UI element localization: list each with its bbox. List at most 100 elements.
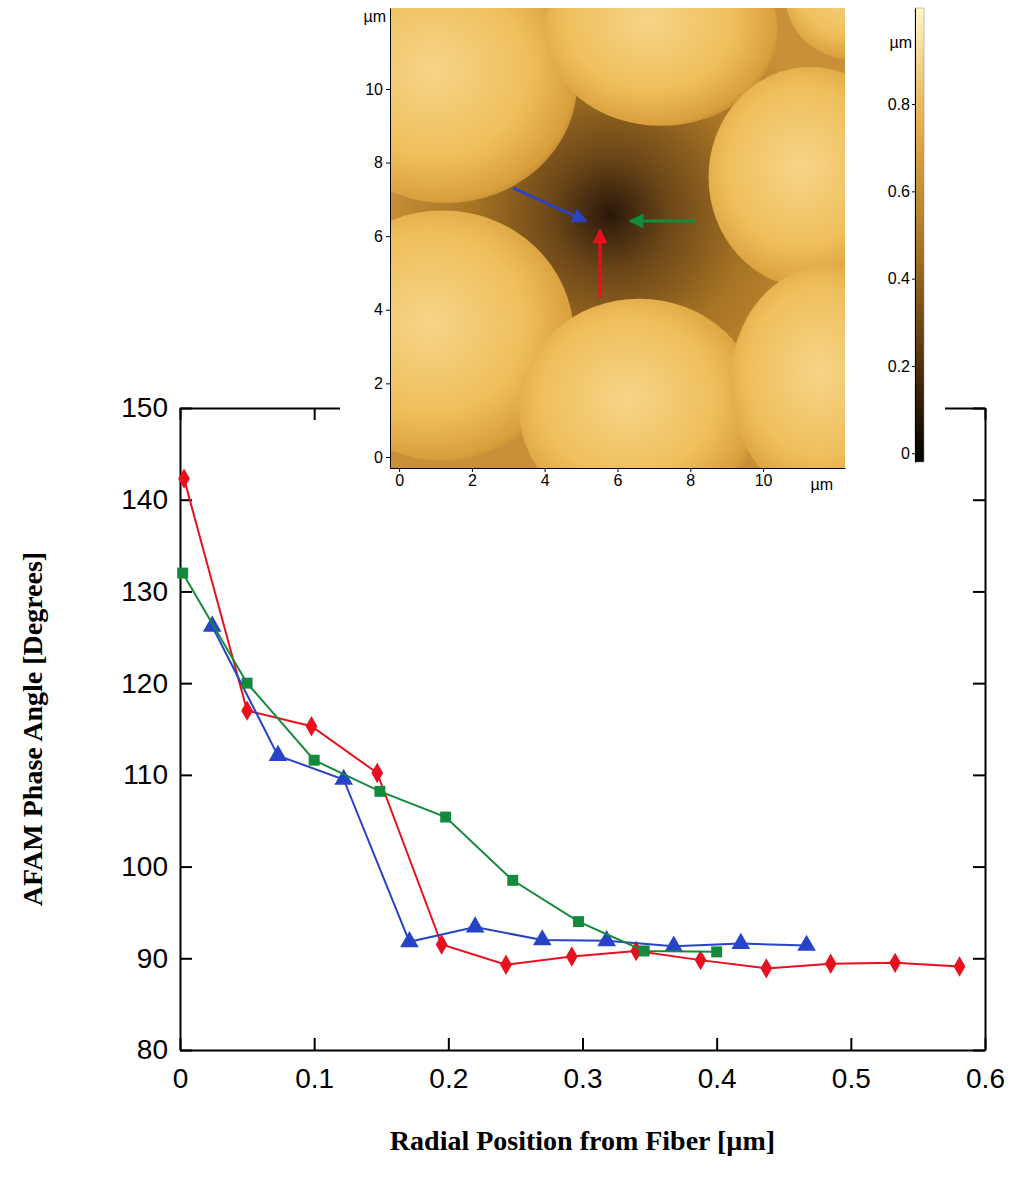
marker xyxy=(178,468,190,488)
marker xyxy=(440,812,451,823)
tick-mark xyxy=(314,1038,316,1050)
tick-label: 140 xyxy=(121,484,168,515)
tick-mark xyxy=(582,1038,584,1050)
x-axis-title: Radial Position from Fiber [µm] xyxy=(390,1125,775,1156)
tick-mark xyxy=(180,866,192,868)
axis-line xyxy=(915,9,916,463)
tick: 0 xyxy=(374,449,390,466)
tick: 10 xyxy=(755,468,773,489)
tick: 6 xyxy=(374,228,390,245)
tick-mark xyxy=(180,591,192,593)
tick: 0 xyxy=(395,468,404,489)
tick: 90 xyxy=(137,943,192,974)
tick-label: 0.1 xyxy=(295,1063,334,1094)
tick: 10 xyxy=(365,81,390,98)
tick-label: 0.5 xyxy=(832,1063,871,1094)
marker xyxy=(711,946,722,957)
tick-mark xyxy=(386,89,390,90)
tick-label: 0.2 xyxy=(429,1063,468,1094)
axis xyxy=(973,409,986,1051)
tick-mark xyxy=(912,366,915,367)
marker xyxy=(436,934,448,954)
marker xyxy=(242,678,253,689)
y-axis-title: AFAM Phase Angle [Degrees] xyxy=(17,552,48,906)
particle xyxy=(730,266,845,468)
tick-mark xyxy=(912,191,915,192)
marker xyxy=(954,956,966,976)
tick-label: 6 xyxy=(374,228,383,245)
marker xyxy=(374,786,385,797)
inset-y-unit: µm xyxy=(363,8,386,25)
tick-mark xyxy=(912,453,915,454)
tick: 130 xyxy=(121,576,192,607)
tick: 120 xyxy=(121,668,192,699)
arrow xyxy=(513,188,586,221)
tick: 0.5 xyxy=(832,1038,871,1094)
axis: 0246810 xyxy=(365,9,390,469)
marker xyxy=(639,945,650,956)
tick-mark xyxy=(973,591,985,593)
tick: 0.3 xyxy=(564,1038,603,1094)
tick-mark xyxy=(180,683,192,685)
tick: 4 xyxy=(541,468,550,489)
tick-label: 90 xyxy=(137,943,168,974)
tick-label: 4 xyxy=(541,472,550,489)
tick: 0 xyxy=(901,445,915,462)
tick-mark xyxy=(180,1050,192,1052)
tick-mark xyxy=(386,310,390,311)
tick: 0.1 xyxy=(295,1038,334,1094)
axis: 8090100110120130140150 xyxy=(121,392,192,1065)
tick-label: 2 xyxy=(468,472,477,489)
tick-mark xyxy=(180,774,192,776)
tick: 140 xyxy=(121,484,192,515)
tick xyxy=(973,867,985,868)
tick-label: 0.6 xyxy=(966,1063,1005,1094)
tick: 8 xyxy=(686,468,695,489)
tick xyxy=(973,683,985,684)
tick-label: 0 xyxy=(173,1063,189,1094)
tick: 80 xyxy=(137,1034,192,1065)
axis: 00.20.40.60.8 xyxy=(888,9,916,463)
chart: 00.10.20.30.40.50.6809010011012013014015… xyxy=(0,0,1022,1198)
marker xyxy=(177,568,188,579)
tick xyxy=(973,1050,985,1051)
marker xyxy=(760,958,772,978)
tick-mark xyxy=(386,163,390,164)
tick: 0.8 xyxy=(888,96,915,113)
tick: 2 xyxy=(468,468,477,489)
axis-line xyxy=(390,9,391,469)
tick-mark xyxy=(973,958,985,960)
tick-label: 0 xyxy=(374,449,383,466)
tick-mark xyxy=(973,774,985,776)
marker xyxy=(664,936,683,952)
inset-x-unit: µm xyxy=(810,476,833,493)
series-line xyxy=(183,573,717,952)
tick-label: 10 xyxy=(365,81,383,98)
tick: 0.4 xyxy=(888,270,915,287)
tick-mark xyxy=(386,236,390,237)
afm-image xyxy=(390,8,845,468)
tick xyxy=(314,408,315,420)
tick-label: 0 xyxy=(901,445,910,462)
tick-mark xyxy=(912,279,915,280)
tick-mark xyxy=(973,499,985,501)
marker xyxy=(732,933,751,949)
tick-label: 130 xyxy=(121,576,168,607)
tick xyxy=(973,958,985,959)
plot-area xyxy=(177,468,965,978)
tick-label: 0.3 xyxy=(564,1063,603,1094)
tick-mark xyxy=(386,383,390,384)
tick-label: 8 xyxy=(374,154,383,171)
tick: 2 xyxy=(374,375,390,392)
marker xyxy=(573,916,584,927)
tick-label: 0.4 xyxy=(888,270,910,287)
tick: 8 xyxy=(374,154,390,171)
colorbar-unit: µm xyxy=(889,34,912,51)
marker xyxy=(309,755,320,766)
colorbar xyxy=(915,8,924,462)
tick: 0.6 xyxy=(888,183,915,200)
series-line xyxy=(212,626,806,946)
tick-mark xyxy=(386,457,390,458)
tick xyxy=(973,775,985,776)
tick-mark xyxy=(973,683,985,685)
